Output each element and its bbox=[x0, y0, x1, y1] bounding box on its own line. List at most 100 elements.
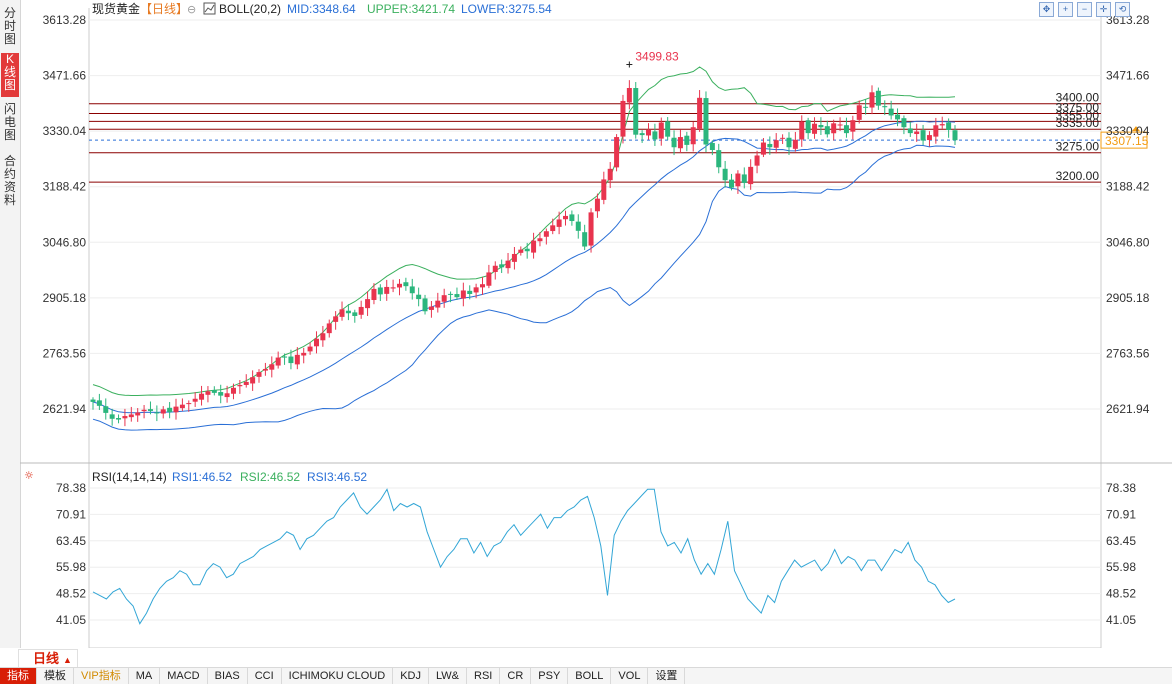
rsi-tick-right: 48.52 bbox=[1106, 587, 1136, 601]
tab-cr[interactable]: CR bbox=[500, 668, 532, 684]
level-label: 3275.00 bbox=[1056, 140, 1100, 154]
current-price-tag bbox=[1100, 131, 1148, 149]
zoom-out-icon[interactable]: − bbox=[1077, 2, 1092, 17]
candle-body bbox=[339, 309, 345, 317]
candle-body bbox=[333, 316, 339, 322]
rsi2-value: RSI2:46.52 bbox=[240, 470, 300, 484]
candle-body bbox=[116, 418, 122, 420]
candle-body bbox=[754, 155, 760, 166]
price-tick-right: 3188.42 bbox=[1106, 180, 1150, 194]
candle-body bbox=[620, 100, 626, 137]
candle-body bbox=[939, 124, 945, 126]
tab-rsi[interactable]: RSI bbox=[467, 668, 501, 684]
tab-psy[interactable]: PSY bbox=[531, 668, 569, 684]
candle-body bbox=[677, 137, 683, 149]
candlesticks: 3499.83 bbox=[90, 50, 958, 427]
chart-header: 现货黄金 【日线】 ⊖ BOLL(20,2) MID:3348.64 UPPER… bbox=[92, 1, 552, 16]
candle-body bbox=[875, 90, 881, 106]
tab-lw[interactable]: LW& bbox=[429, 668, 468, 684]
tab-[interactable]: 指标 bbox=[0, 668, 37, 684]
candle-body bbox=[90, 399, 96, 402]
tab-vip[interactable]: VIP指标 bbox=[74, 668, 129, 684]
boll-mid-value: MID:3348.64 bbox=[287, 2, 356, 16]
tab-ma[interactable]: MA bbox=[129, 668, 161, 684]
period-selector[interactable]: 日线 ▲ bbox=[18, 649, 78, 669]
rsi-tick-right: 55.98 bbox=[1106, 560, 1136, 574]
candle-body bbox=[122, 416, 128, 419]
tab-vol[interactable]: VOL bbox=[611, 668, 649, 684]
candle-body bbox=[199, 393, 205, 400]
tab-kdj[interactable]: KDJ bbox=[393, 668, 429, 684]
tab-macd[interactable]: MACD bbox=[160, 668, 208, 684]
candle-body bbox=[230, 387, 236, 394]
move-icon[interactable]: ✥ bbox=[1039, 2, 1054, 17]
candle-body bbox=[492, 265, 498, 272]
candle-body bbox=[805, 120, 811, 134]
candle-body bbox=[218, 392, 224, 396]
sidebar-item-flash[interactable]: 闪电图 bbox=[3, 102, 16, 142]
tab-boll[interactable]: BOLL bbox=[568, 668, 612, 684]
rsi-tick-left: 70.91 bbox=[56, 507, 86, 521]
candle-body bbox=[179, 404, 185, 409]
bollinger-bands bbox=[92, 66, 956, 431]
price-tick-right: 2621.94 bbox=[1106, 402, 1150, 416]
price-tick-left: 3188.42 bbox=[43, 180, 87, 194]
candle-body bbox=[352, 312, 358, 316]
candle-body bbox=[792, 139, 798, 149]
tab-bias[interactable]: BIAS bbox=[208, 668, 248, 684]
rsi-tick-right: 78.38 bbox=[1106, 481, 1136, 495]
candle-body bbox=[345, 310, 351, 314]
period-tag: 【日线】 bbox=[140, 2, 188, 16]
candle-body bbox=[735, 173, 741, 187]
rsi-tick-left: 48.52 bbox=[56, 587, 86, 601]
candle-body bbox=[173, 406, 179, 413]
candle-body bbox=[543, 231, 549, 237]
indicator-tabs: 指标 模板 VIP指标 MA MACD BIAS CCI ICHIMOKU CLOUD KDJ L… bbox=[0, 667, 1172, 684]
candle-body bbox=[697, 97, 703, 129]
crosshair-icon[interactable]: ✛ bbox=[1096, 2, 1111, 17]
settings-icon[interactable]: ⊖ bbox=[187, 3, 196, 16]
candle-body bbox=[946, 122, 952, 130]
tab-[interactable]: 模板 bbox=[37, 668, 74, 684]
rsi-tick-left: 78.38 bbox=[56, 481, 86, 495]
candle-body bbox=[141, 409, 147, 412]
candle-body bbox=[205, 391, 211, 395]
high-annotation: 3499.83 bbox=[635, 50, 679, 64]
candle-body bbox=[703, 98, 709, 145]
price-tick-left: 2621.94 bbox=[43, 402, 87, 416]
candle-body bbox=[799, 121, 805, 140]
rsi-settings-icon[interactable]: ☼ bbox=[24, 469, 34, 482]
chart-toolbar: ✥ + − ✛ ⟲ bbox=[1039, 2, 1130, 17]
candle-body bbox=[256, 372, 262, 377]
candle-body bbox=[773, 140, 779, 148]
candle-body bbox=[524, 248, 530, 252]
candle-body bbox=[569, 214, 575, 222]
candle-body bbox=[428, 306, 434, 310]
price-tick-right: 3046.80 bbox=[1106, 235, 1150, 249]
candle-body bbox=[473, 287, 479, 293]
tab-cci[interactable]: CCI bbox=[248, 668, 282, 684]
boll-upper-value: UPPER:3421.74 bbox=[367, 2, 455, 16]
price-tick-left: 3046.80 bbox=[43, 235, 87, 249]
candle-body bbox=[748, 166, 754, 185]
tab-ichimoku-cloud[interactable]: ICHIMOKU CLOUD bbox=[282, 668, 394, 684]
candle-body bbox=[767, 143, 773, 148]
candle-body bbox=[307, 346, 313, 352]
restore-icon[interactable]: ⟲ bbox=[1115, 2, 1130, 17]
zoom-in-icon[interactable]: + bbox=[1058, 2, 1073, 17]
candle-body bbox=[665, 121, 671, 137]
rsi-tick-left: 63.45 bbox=[56, 534, 86, 548]
tab-[interactable]: 设置 bbox=[648, 668, 686, 684]
candle-body bbox=[416, 294, 422, 300]
sidebar-item-timeshare[interactable]: 分时图 bbox=[3, 6, 16, 46]
candle-body bbox=[460, 290, 466, 299]
candle-body bbox=[371, 288, 377, 300]
candle-body bbox=[863, 106, 869, 108]
sidebar-item-contract-info[interactable]: 合约资料 bbox=[3, 154, 16, 207]
candle-body bbox=[812, 123, 818, 134]
